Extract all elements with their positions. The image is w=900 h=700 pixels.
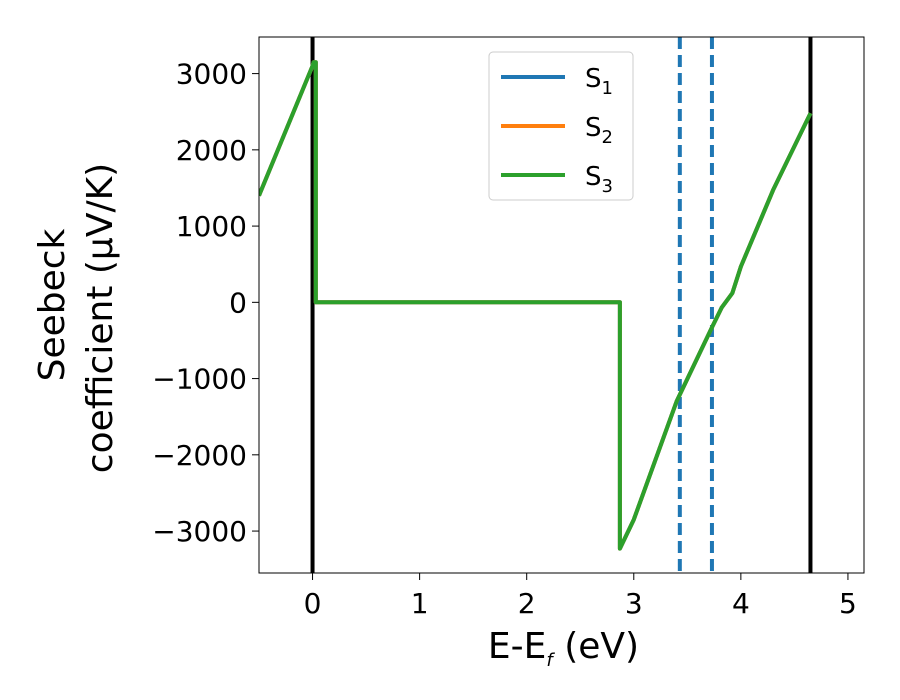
x-tick-label: 3: [625, 587, 643, 620]
x-tick-label: 2: [518, 587, 536, 620]
y-axis-label-line1: Seebeck: [32, 228, 73, 381]
plot-frame: [258, 36, 865, 574]
series-lines: [259, 60, 813, 551]
y-tick-label: −2000: [152, 439, 247, 472]
y-tick-label: 1000: [176, 210, 247, 243]
y-axis-label-line2: coefficient (μV/K): [80, 163, 121, 473]
x-axis-ticks: 0 1 2 3 4 5: [304, 573, 857, 620]
series-line-S3: [259, 60, 813, 551]
y-tick-label: 2000: [176, 134, 247, 167]
legend-label-S3: S3: [585, 162, 613, 197]
x-axis-label: E-Ef (eV): [488, 626, 639, 671]
x-tick-label: 5: [839, 587, 857, 620]
x-tick-label: 0: [304, 587, 322, 620]
y-tick-label: 3000: [176, 58, 247, 91]
y-tick-label: −3000: [152, 515, 247, 548]
x-tick-label: 4: [732, 587, 750, 620]
y-tick-label: −1000: [152, 363, 247, 396]
y-axis-ticks: −3000 −2000 −1000 0 1000 2000 3000: [152, 58, 259, 548]
x-tick-label: 1: [411, 587, 429, 620]
legend-label-S2: S2: [585, 113, 613, 148]
vertical-lines: [310, 37, 813, 573]
legend-label-S1: S1: [585, 64, 613, 99]
y-tick-label: 0: [229, 286, 247, 319]
legend: S1 S2 S3: [488, 51, 634, 201]
